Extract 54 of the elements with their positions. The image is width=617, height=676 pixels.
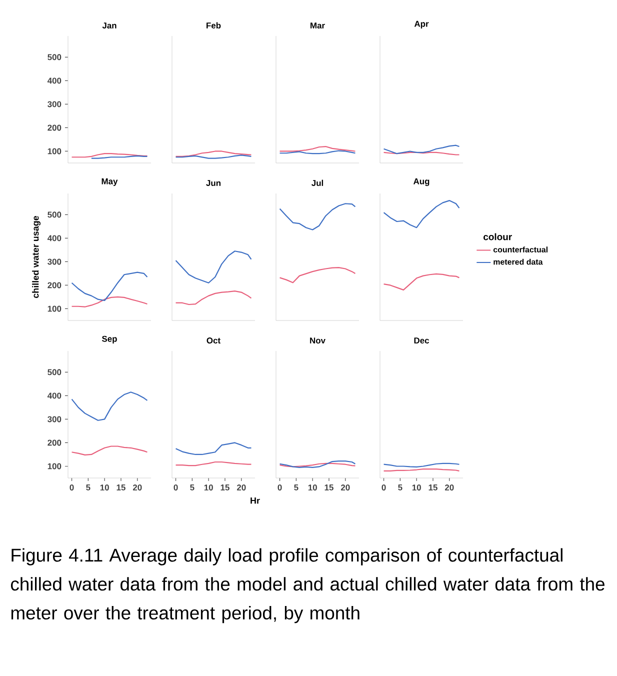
chart-title: Feb [206,22,221,28]
x-tick-label: 20 [132,484,142,491]
caption: Figure 4.11 Average daily load profile comparison of counterfactual chilled water data from the model and actual chilled water data from the meter over the treatment period, by month [10,548,604,624]
chart-title: Jan [102,22,116,28]
x-tick-label: 15 [324,484,334,490]
chart-title: Apr [414,20,429,28]
y-tick-label: 300 [48,416,62,422]
x-tick-label: 20 [444,484,454,491]
y-tick-label: 100 [48,306,62,312]
x-tick-label: 0 [278,484,282,491]
x-tick-label: 5 [190,484,194,490]
legend-title: colour [484,233,512,240]
x-tick-label: 20 [236,484,246,491]
x-tick-label: 15 [220,484,230,490]
y-tick-label: 500 [48,369,62,376]
chart-title: Sep [102,336,117,344]
x-tick-label: 5 [398,484,402,490]
y-tick-label: 400 [47,392,62,399]
chart-title: Aug [413,178,430,186]
y-tick-label: 100 [48,463,62,470]
x-tick-label: 10 [412,484,421,491]
line-series [71,446,148,456]
y-axis-title: chilled water usage [32,216,41,298]
y-tick-label: 400 [47,78,62,84]
x-tick-label: 0 [382,484,386,491]
y-tick-label: 500 [48,212,62,218]
x-axis-title: Hr [250,498,260,504]
x-tick-label: 5 [86,484,90,490]
y-tick-label: 100 [48,148,62,154]
y-tick-label: 200 [48,124,62,131]
y-tick-label: 200 [48,282,62,288]
x-tick-label: 0 [70,484,74,491]
x-tick-label: 0 [174,484,178,491]
x-tick-label: 20 [340,484,350,491]
y-tick-label: 300 [48,101,62,108]
line-series [71,392,148,421]
x-tick-label: 10 [204,484,213,491]
chart-title: May [102,178,118,186]
x-tick-label: 5 [294,484,298,490]
y-tick-label: 400 [47,235,62,242]
chart-title: Nov [310,338,326,344]
y-tick-label: 500 [48,54,62,60]
x-tick-label: 15 [116,484,126,490]
chart-title: Oct [206,338,220,344]
line-series [71,296,148,308]
y-tick-label: 200 [48,440,62,446]
chart-title: Mar [310,22,325,28]
y-tick-label: 300 [48,258,62,265]
chart-title: Jun [206,180,220,186]
x-tick-label: 15 [428,484,438,490]
chart-title: Dec [414,338,430,344]
x-tick-label: 10 [100,484,109,491]
x-tick-label: 10 [308,484,317,491]
chart-title: Jul [312,180,324,186]
